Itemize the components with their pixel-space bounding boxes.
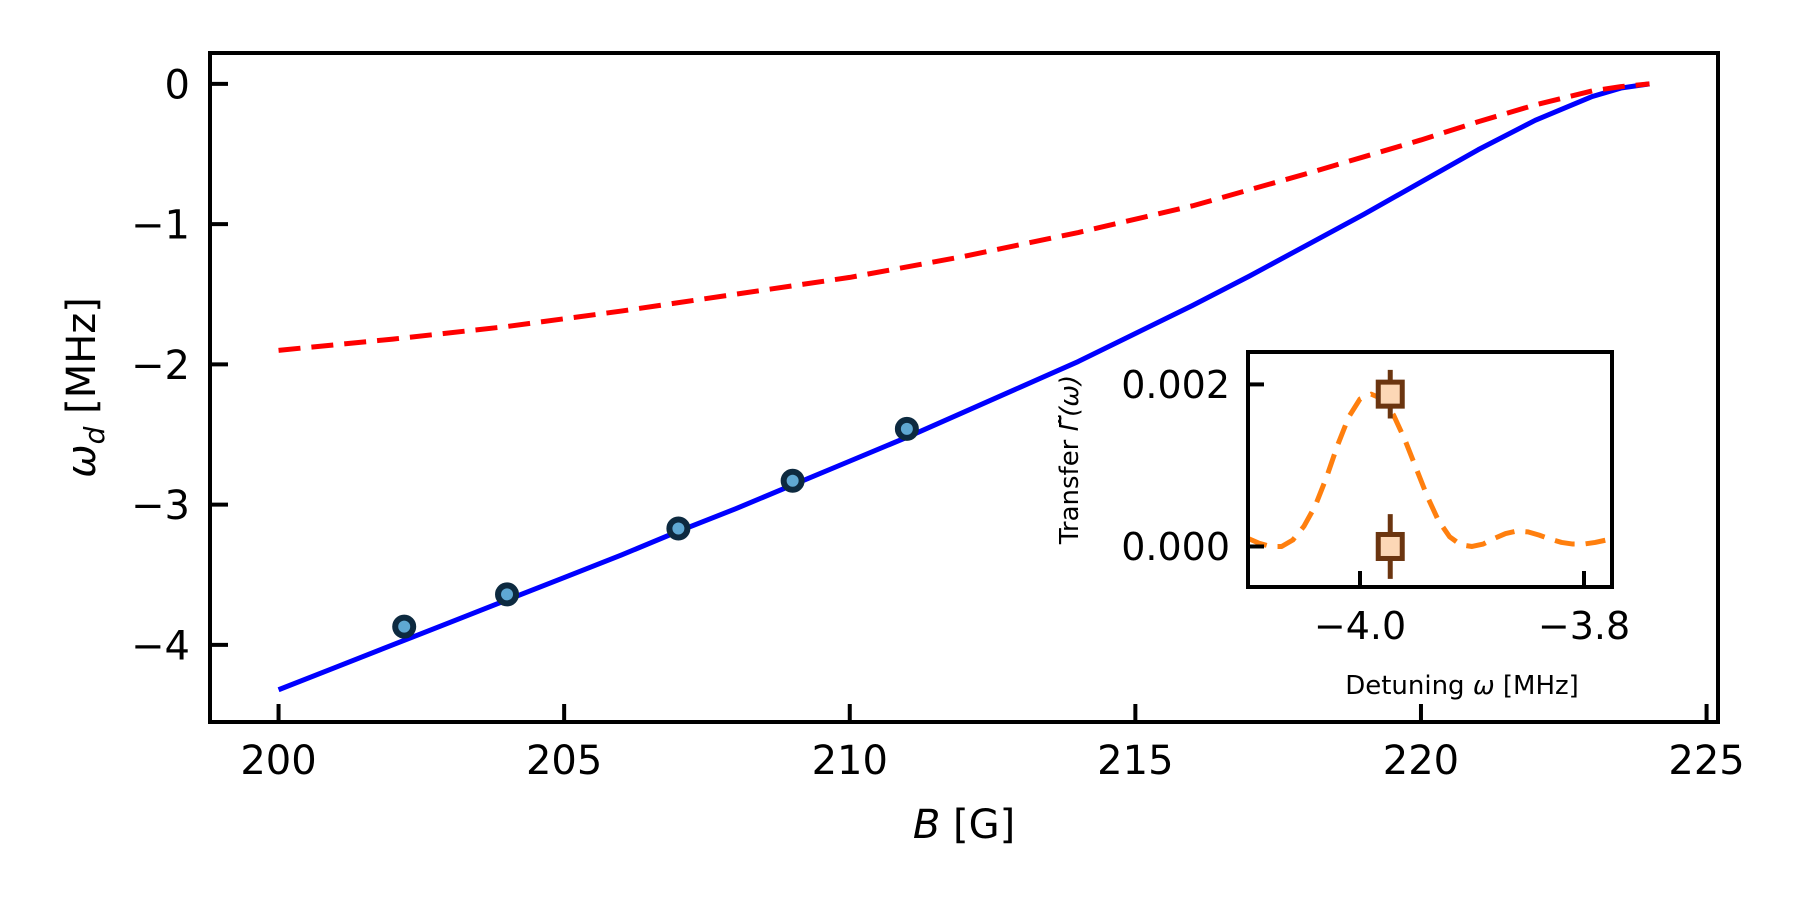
main-y-tick-label: 0 <box>165 62 190 108</box>
main-y-tick-label: −2 <box>131 343 190 389</box>
inset-series-group <box>1248 391 1612 549</box>
main-y-tick-label: −1 <box>131 203 190 249</box>
main-series-1-line <box>278 81 1650 353</box>
main-data-point <box>894 416 919 441</box>
main-x-tick-label: 210 <box>812 738 888 784</box>
main-y-tick-label: −3 <box>131 483 190 529</box>
main-data-point <box>780 468 805 493</box>
inset-data-marker <box>1375 379 1405 409</box>
main-y-tick-label: −4 <box>131 623 190 669</box>
main-x-tick-label: 205 <box>526 738 602 784</box>
inset-y-tick-label: 0.002 <box>1121 363 1230 407</box>
main-data-point <box>495 582 520 607</box>
main-x-tick-label: 220 <box>1383 738 1459 784</box>
inset-y-tick-label: 0.000 <box>1121 525 1230 569</box>
inset-series-0-line <box>1248 391 1612 549</box>
main-axes-frame <box>208 51 1720 724</box>
inset-x-axis-label: Detuning ω [MHz] <box>1345 671 1579 701</box>
inset-x-tick-label: −3.8 <box>1538 604 1630 648</box>
inset-plot-background <box>1248 352 1612 587</box>
main-x-tick-label: 200 <box>240 738 316 784</box>
main-x-tick-label: 225 <box>1668 738 1744 784</box>
y-axis-label: ωd [MHz] <box>59 297 111 478</box>
inset-x-tick-label: −4.0 <box>1314 604 1406 648</box>
main-data-point <box>392 614 417 639</box>
x-axis-label: B [G] <box>913 802 1015 848</box>
main-x-tick-label: 215 <box>1097 738 1173 784</box>
inset-data-marker <box>1375 531 1405 561</box>
main-data-point <box>666 516 691 541</box>
inset-chart: −4.0 −3.8 0.002 0.000 Detuning ω [MHz] Transf… <box>1055 350 1630 701</box>
inset-y-axis-label: Transfer Γ̃(ω) <box>1055 375 1085 545</box>
inset-axes-frame <box>1246 350 1614 589</box>
